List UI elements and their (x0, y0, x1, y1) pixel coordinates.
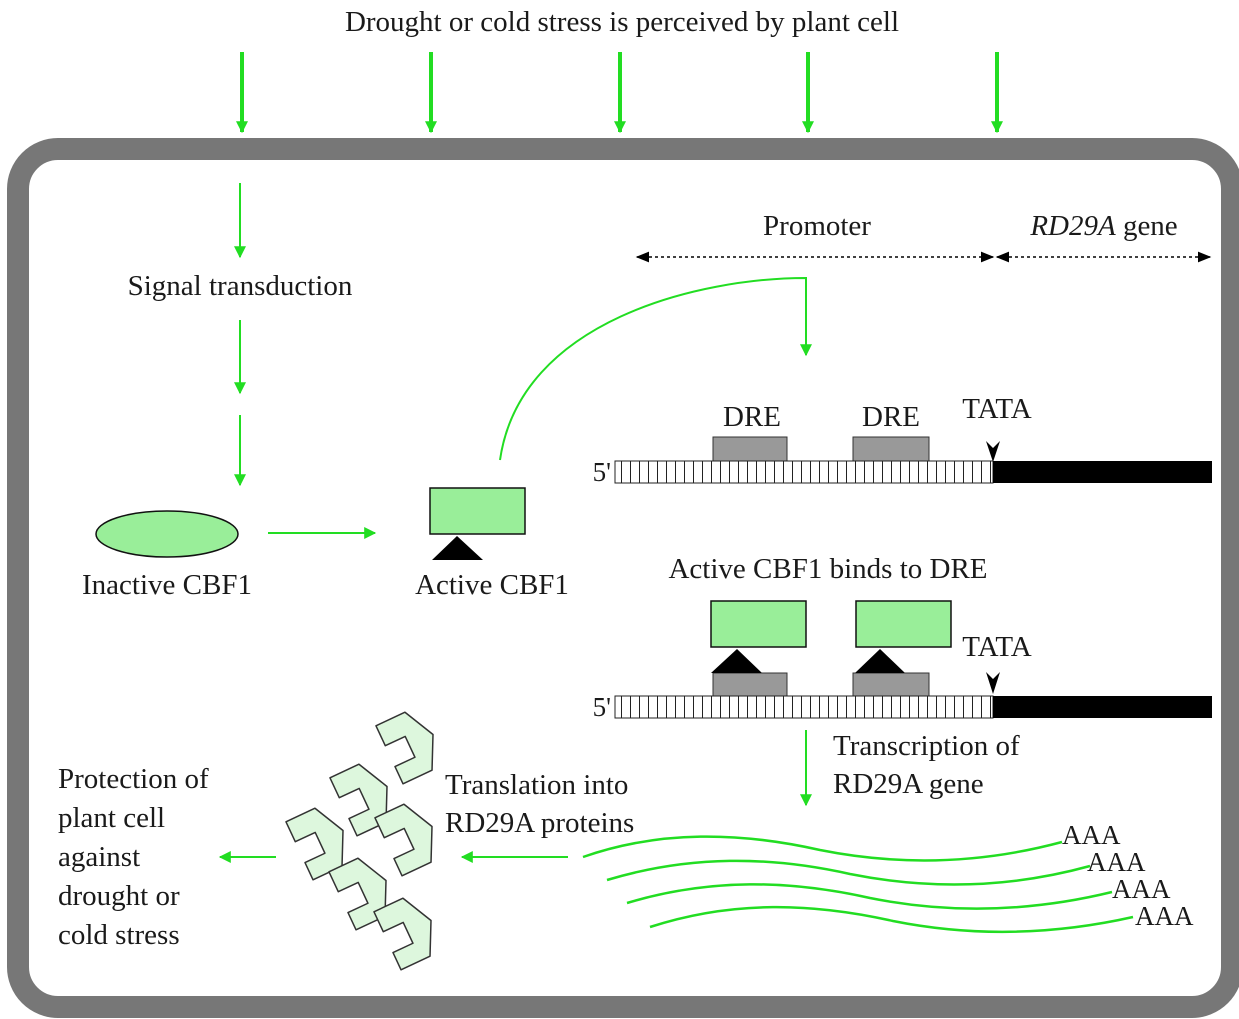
binding-curve-arrow (499, 276, 812, 461)
rd29a-proteins (285, 711, 434, 971)
dna-strand-bound (614, 600, 1212, 719)
dre-label: DRE (862, 401, 920, 433)
mrna-strands (582, 835, 1134, 934)
dre-box (712, 672, 788, 697)
protection-line: cold stress (58, 919, 180, 951)
protection-line: against (58, 841, 140, 873)
tata-label: TATA (962, 631, 1032, 663)
coding-region (993, 461, 1212, 483)
mrna-strand (606, 859, 1091, 886)
mrna-strand (626, 883, 1113, 910)
inactive-cbf1-label: Inactive CBF1 (82, 569, 252, 601)
poly-a-label: AAA (1112, 874, 1171, 904)
five-prime-label: 5' (593, 457, 611, 487)
protein-shape (374, 803, 433, 877)
poly-a-label: AAA (1087, 847, 1146, 877)
cell-wall (7, 138, 1239, 1018)
protection-line: plant cell (58, 802, 165, 834)
signal-transduction-label: Signal transduction (128, 270, 353, 302)
tata-marker (986, 672, 1000, 694)
dre-box (712, 436, 788, 462)
bound-cbf1-box (710, 600, 807, 648)
stress-arrows (236, 52, 1003, 134)
mrna-strand (649, 905, 1134, 934)
protein-shape (328, 857, 387, 931)
dna-strand-unbound (614, 436, 1212, 484)
active-cbf1-label: Active CBF1 (415, 569, 569, 601)
transcription-label-line2: RD29A gene (833, 768, 984, 800)
bound-cbf1-box (855, 600, 952, 648)
protein-shape (373, 897, 432, 971)
translation-label-line2: RD29A proteins (445, 807, 634, 839)
coding-region (993, 696, 1212, 718)
translation-label-line1: Translation into (445, 769, 628, 801)
protection-line: Protection of (58, 763, 209, 795)
promoter-label: Promoter (763, 210, 871, 242)
active-cbf1-box (429, 487, 526, 535)
binds-caption: Active CBF1 binds to DRE (668, 553, 987, 585)
promoter-region (614, 460, 994, 484)
gene-label: RD29A gene (1029, 210, 1177, 242)
signal-arrows (234, 183, 377, 539)
protein-shape (285, 807, 344, 881)
poly-a-label: AAA (1135, 901, 1194, 931)
poly-a-label: AAA (1062, 820, 1121, 850)
protein-shape (329, 763, 388, 837)
active-cbf1-triangle (432, 536, 483, 560)
inactive-cbf1-oval (95, 510, 239, 558)
five-prime-label: 5' (593, 692, 611, 722)
protection-line: drought or (58, 880, 180, 912)
protein-shape (375, 711, 434, 785)
bound-cbf1-triangle (711, 649, 762, 673)
dre-box (852, 672, 930, 697)
dre-box (852, 436, 930, 462)
tata-marker (986, 441, 1000, 462)
tata-label: TATA (962, 393, 1032, 425)
bound-cbf1-triangle (855, 649, 905, 673)
mrna-strand (582, 835, 1063, 862)
dre-label: DRE (723, 401, 781, 433)
transcription-label-line1: Transcription of (833, 730, 1020, 762)
promoter-region (614, 695, 994, 719)
title: Drought or cold stress is perceived by p… (345, 6, 899, 38)
